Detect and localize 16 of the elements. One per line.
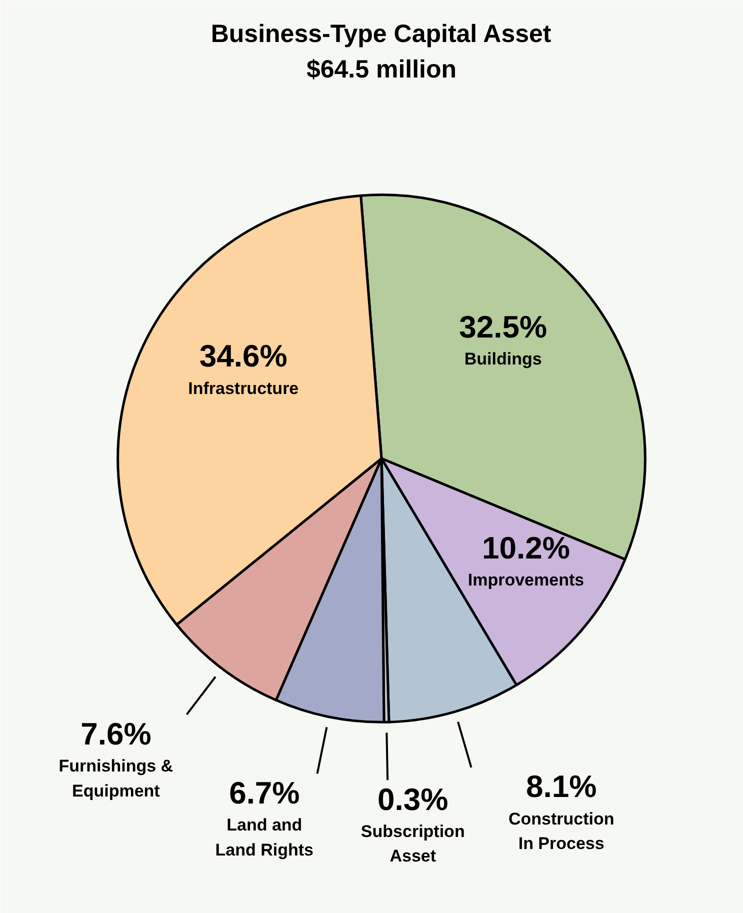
slice-label: Subscription Asset [360, 822, 465, 866]
slice-label: Furnishings & Equipment [58, 756, 174, 800]
data-label: 10.2% [482, 530, 570, 566]
data-label: 6.7% [229, 775, 300, 810]
slice-label: Infrastructure [188, 378, 299, 398]
chart-title: Business-Type Capital Asset [210, 20, 552, 48]
slice-label: Buildings [464, 350, 542, 369]
data-label: 34.6% [199, 338, 288, 374]
data-label: 8.1% [526, 769, 597, 804]
slice-label: Construction In Process [508, 809, 614, 854]
data-label: 7.6% [80, 716, 152, 752]
data-label: 0.3% [378, 782, 448, 817]
data-label: 32.5% [459, 310, 548, 345]
slice-label: Improvements [468, 570, 584, 590]
slice-label: Land and Land Rights [215, 816, 314, 860]
chart-subtitle: $64.5 million [306, 56, 457, 84]
